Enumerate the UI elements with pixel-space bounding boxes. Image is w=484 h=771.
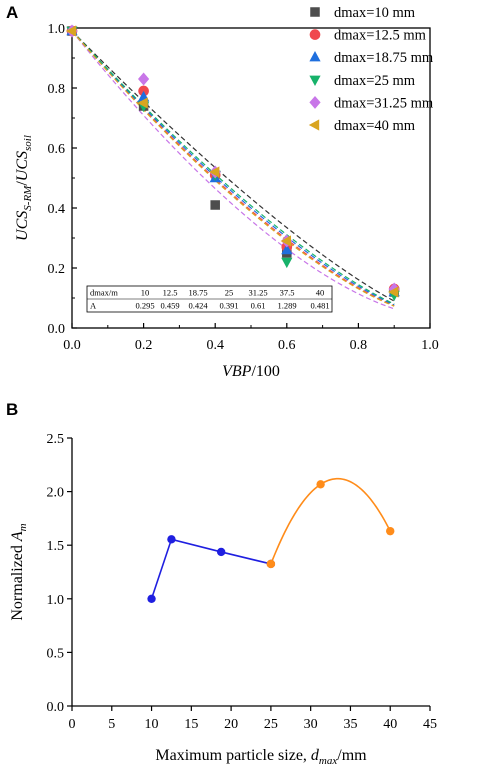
table-header-cell: dmax/m bbox=[90, 288, 118, 298]
legend-marker bbox=[309, 51, 321, 62]
x-axis-label-b: Maximum particle size, dmax/mm bbox=[155, 747, 367, 767]
x-tick-label-b: 45 bbox=[423, 717, 437, 732]
x-tick-label-b: 0 bbox=[69, 717, 76, 732]
data-point bbox=[388, 286, 399, 298]
table-value-cell: 0.481 bbox=[310, 301, 329, 311]
y-tick-label-a: 0.0 bbox=[48, 322, 66, 337]
data-point bbox=[137, 97, 148, 109]
data-point bbox=[281, 243, 293, 255]
data-points-a bbox=[65, 24, 400, 302]
legend-marker bbox=[308, 119, 320, 131]
legend-label: dmax=10 mm bbox=[334, 5, 416, 21]
y-tick-label-b: 1.0 bbox=[47, 593, 65, 608]
table-value-cell: 0.424 bbox=[188, 301, 208, 311]
table-header-cell: 18.75 bbox=[188, 288, 207, 298]
x-tick-label-a: 0.6 bbox=[278, 338, 296, 353]
fit-line-5 bbox=[71, 30, 395, 307]
fit-line-3 bbox=[71, 30, 395, 305]
legend-marker bbox=[309, 75, 321, 86]
data-point bbox=[316, 480, 325, 489]
y-tick-label-a: 0.6 bbox=[48, 142, 66, 157]
x-tick-label-a: 0.0 bbox=[63, 338, 81, 353]
panel-a: A 0.0 0.2 0.4 0.6 0.8 1.0 0.0 0.2 0.4 0.6 0.8 1.0 VBP… bbox=[6, 3, 439, 380]
panel-b: B 0 5 10 15 20 25 30 35 40 45 0.0 0.5 1.0 1.5 2.0 2.5 Max… bbox=[6, 400, 437, 767]
y-axis-label-a: UCSS-RM/UCSsoil bbox=[14, 135, 34, 241]
x-tick-label-b: 25 bbox=[264, 717, 278, 732]
table-value-cell: 1.289 bbox=[277, 301, 296, 311]
table-header-cell: 37.5 bbox=[280, 288, 295, 298]
series-line-blue bbox=[150, 538, 272, 600]
x-tick-label-b: 30 bbox=[304, 717, 318, 732]
table-value-cell: 0.391 bbox=[219, 301, 238, 311]
legend-label: dmax=25 mm bbox=[334, 73, 416, 89]
data-point bbox=[210, 200, 220, 210]
y-tick-label-a: 1.0 bbox=[48, 22, 66, 37]
data-point bbox=[281, 257, 293, 269]
table-value-cell: A bbox=[90, 301, 97, 311]
table-value-cell: 0.61 bbox=[251, 301, 266, 311]
panel-label-a: A bbox=[6, 3, 18, 22]
fit-line-4 bbox=[71, 30, 395, 310]
data-point bbox=[266, 559, 276, 569]
panel-label-b: B bbox=[6, 400, 18, 419]
data-point bbox=[280, 235, 291, 247]
x-tick-label-b: 40 bbox=[383, 717, 397, 732]
table-header-cell: 25 bbox=[225, 288, 234, 298]
table-header-cell: 31.25 bbox=[248, 288, 267, 298]
x-tick-label-b: 20 bbox=[224, 717, 238, 732]
table-value-cell: 0.295 bbox=[135, 301, 154, 311]
data-point bbox=[138, 72, 150, 86]
y-tick-label-a: 0.2 bbox=[48, 262, 66, 277]
x-tick-label-b: 35 bbox=[343, 717, 357, 732]
data-point bbox=[216, 547, 226, 557]
legend-a: dmax=10 mm dmax=12.5 mm dmax=18.75 mm dmax=… bbox=[308, 5, 434, 134]
data-point bbox=[147, 594, 156, 603]
fit-line-2 bbox=[71, 30, 395, 306]
legend-label: dmax=40 mm bbox=[334, 118, 416, 134]
legend-marker bbox=[309, 29, 321, 40]
data-point bbox=[167, 535, 176, 544]
legend-marker bbox=[310, 7, 320, 17]
table-header-cell: 12.5 bbox=[163, 288, 178, 298]
y-tick-label-a: 0.4 bbox=[48, 202, 66, 217]
x-axis-label-a: VBP/100 bbox=[222, 363, 280, 380]
y-tick-label-b: 0.5 bbox=[47, 646, 65, 661]
table-header-cell: 40 bbox=[316, 288, 325, 298]
y-tick-label-a: 0.8 bbox=[48, 82, 66, 97]
table-header-cell: 10 bbox=[141, 288, 150, 298]
y-axis-label-b: Normalized Am bbox=[9, 523, 29, 620]
data-point bbox=[386, 526, 395, 536]
x-tick-label-a: 1.0 bbox=[421, 338, 439, 353]
x-tick-label-a: 0.2 bbox=[135, 338, 153, 353]
data-points-b bbox=[147, 480, 395, 603]
data-point bbox=[65, 25, 77, 37]
x-tick-label-b: 5 bbox=[108, 717, 115, 732]
table-value-cell: 0.459 bbox=[160, 301, 179, 311]
legend-marker bbox=[309, 95, 321, 109]
data-point bbox=[209, 166, 220, 178]
x-tick-label-b: 10 bbox=[145, 717, 159, 732]
parameter-table: dmax/m 10 12.5 18.75 25 31.25 37.5 40 A 0.295 0.45… bbox=[86, 285, 333, 313]
x-tick-label-a: 0.4 bbox=[206, 338, 224, 353]
fit-line-0 bbox=[71, 30, 395, 302]
y-tick-label-b: 1.5 bbox=[47, 539, 65, 554]
legend-label: dmax=12.5 mm bbox=[334, 28, 427, 44]
series-line-orange bbox=[270, 477, 391, 565]
legend-label: dmax=31.25 mm bbox=[334, 95, 434, 111]
fit-lines bbox=[71, 30, 395, 310]
y-tick-label-b: 0.0 bbox=[47, 700, 65, 715]
x-tick-label-a: 0.8 bbox=[350, 338, 368, 353]
legend-label: dmax=18.75 mm bbox=[334, 50, 434, 66]
y-tick-label-b: 2.0 bbox=[47, 486, 65, 501]
x-tick-label-b: 15 bbox=[184, 717, 198, 732]
y-tick-label-b: 2.5 bbox=[47, 432, 65, 447]
